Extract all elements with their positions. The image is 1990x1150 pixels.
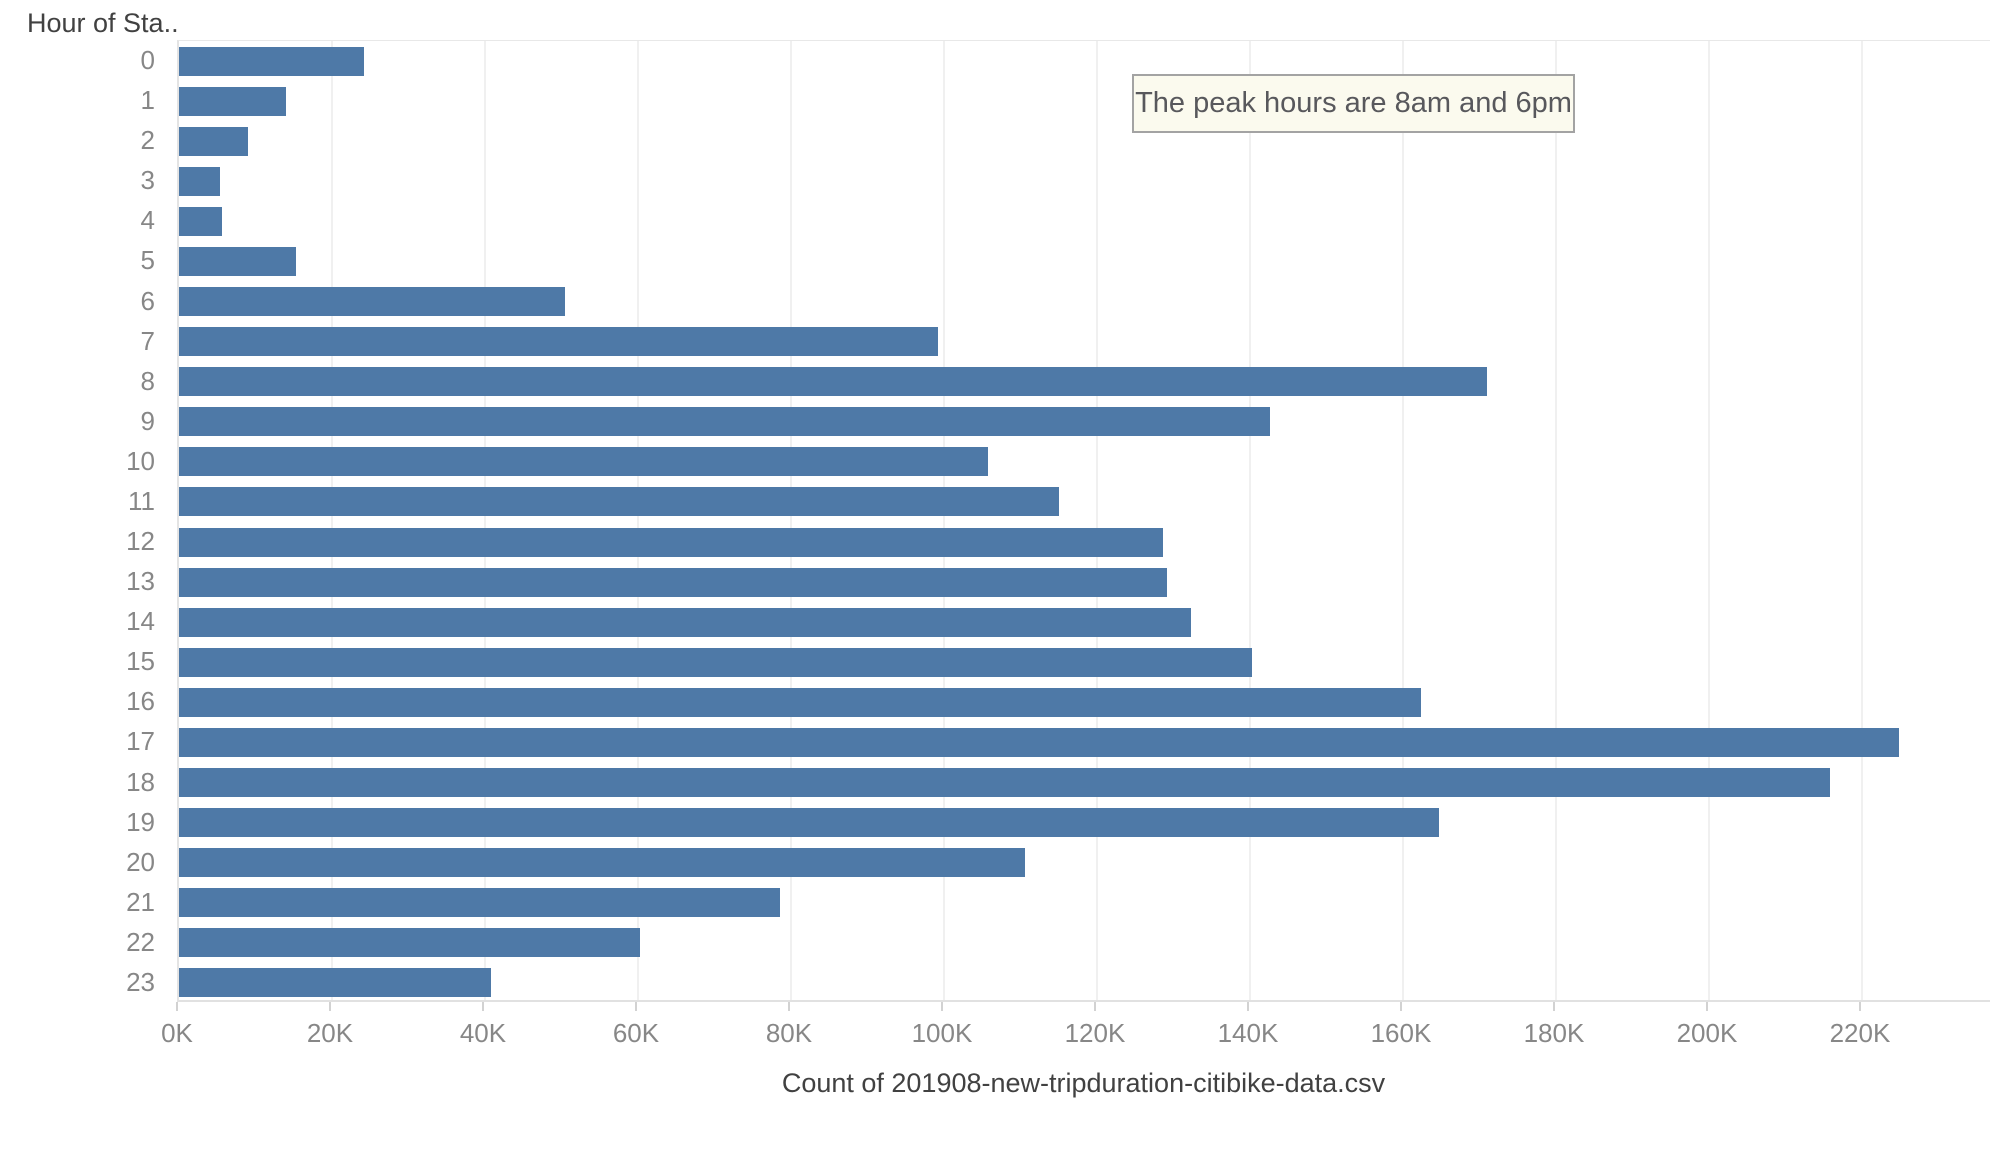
x-axis-tick-label: 120K <box>1064 1018 1126 1048</box>
y-axis-label-hour-14: 14 <box>126 606 155 637</box>
gridline <box>1401 41 1404 1000</box>
bar-hour-0[interactable] <box>179 46 365 76</box>
bar-hour-11[interactable] <box>179 487 1059 517</box>
x-axis-tick <box>1552 1002 1555 1011</box>
y-axis-label-hour-21: 21 <box>126 886 155 917</box>
y-axis-label-hour-16: 16 <box>126 686 155 717</box>
x-axis-ticks <box>176 1002 1990 1062</box>
y-axis-label-hour-15: 15 <box>126 646 155 677</box>
bar-hour-23[interactable] <box>179 968 492 998</box>
x-axis-tick <box>328 1002 331 1011</box>
bar-hour-8[interactable] <box>179 367 1488 397</box>
gridline <box>330 41 333 1000</box>
bar-hour-20[interactable] <box>179 848 1026 878</box>
bar-hour-10[interactable] <box>179 447 989 477</box>
x-axis-tick-label: 40K <box>459 1018 507 1048</box>
bar-hour-12[interactable] <box>179 527 1163 557</box>
y-axis-label-hour-23: 23 <box>126 966 155 997</box>
gridline <box>1860 41 1863 1000</box>
y-axis-label-hour-4: 4 <box>140 205 155 236</box>
x-axis-tick-label: 180K <box>1523 1018 1585 1048</box>
y-axis-label-hour-0: 0 <box>140 45 155 75</box>
y-axis-label-hour-7: 7 <box>140 325 155 356</box>
x-axis-tick <box>1093 1002 1096 1011</box>
bar-hour-13[interactable] <box>179 567 1168 597</box>
y-axis-label-hour-10: 10 <box>126 445 155 476</box>
plot-area <box>177 40 1990 1002</box>
gridline <box>483 41 486 1000</box>
x-axis-tick-label: 140K <box>1217 1018 1279 1048</box>
bar-hour-4[interactable] <box>179 206 222 236</box>
y-axis-field-title: Hour of Sta.. <box>27 8 179 38</box>
gridline <box>789 41 792 1000</box>
bar-hour-7[interactable] <box>179 327 938 357</box>
x-axis-tick-label: 80K <box>765 1018 813 1048</box>
y-axis-label-hour-20: 20 <box>126 846 155 877</box>
bar-hour-19[interactable] <box>179 808 1439 838</box>
y-axis-label-hour-19: 19 <box>126 806 155 837</box>
y-axis-label-hour-13: 13 <box>126 566 155 597</box>
bar-hour-2[interactable] <box>179 126 248 156</box>
x-axis-tick-label: 0K <box>161 1018 193 1048</box>
y-axis-label-hour-18: 18 <box>126 766 155 797</box>
bar-hour-15[interactable] <box>179 647 1253 677</box>
y-axis-label-hour-6: 6 <box>140 285 155 316</box>
y-axis-label-hour-17: 17 <box>126 726 155 757</box>
gridline <box>1554 41 1557 1000</box>
x-axis-tick-label: 20K <box>306 1018 354 1048</box>
x-axis-tick-label: 100K <box>911 1018 973 1048</box>
y-axis-label-hour-5: 5 <box>140 245 155 276</box>
bar-hour-22[interactable] <box>179 928 641 958</box>
gridline <box>942 41 945 1000</box>
bar-hour-21[interactable] <box>179 888 781 918</box>
y-axis-label-hour-9: 9 <box>140 405 155 436</box>
x-axis-tick <box>1246 1002 1249 1011</box>
bar-hour-9[interactable] <box>179 407 1270 437</box>
y-axis-label-hour-2: 2 <box>140 125 155 156</box>
x-axis-tick-label: 200K <box>1676 1018 1738 1048</box>
bar-hour-16[interactable] <box>179 687 1422 717</box>
gridline <box>636 41 639 1000</box>
bar-hour-17[interactable] <box>179 727 1899 757</box>
bar-hour-5[interactable] <box>179 246 297 276</box>
x-axis-tick <box>634 1002 637 1011</box>
x-axis-tick <box>1858 1002 1861 1011</box>
y-axis-label-hour-8: 8 <box>140 365 155 396</box>
x-axis-tick <box>1705 1002 1708 1011</box>
bar-hour-14[interactable] <box>179 607 1192 637</box>
gridline <box>1248 41 1251 1000</box>
bar-hour-6[interactable] <box>179 287 566 317</box>
y-axis-label-hour-3: 3 <box>140 165 155 196</box>
y-axis-label-hour-11: 11 <box>128 485 155 516</box>
gridline <box>1095 41 1098 1000</box>
bar-hour-3[interactable] <box>179 166 221 196</box>
x-axis-tick-label: 160K <box>1370 1018 1432 1048</box>
y-axis-label-hour-1: 1 <box>140 85 155 116</box>
x-axis-tick-label: 60K <box>612 1018 660 1048</box>
annotation-box[interactable]: The peak hours are 8am and 6pm <box>1132 74 1575 133</box>
bar-hour-18[interactable] <box>179 768 1830 798</box>
bar-hour-1[interactable] <box>179 86 287 116</box>
x-axis-tick-label: 220K <box>1829 1018 1891 1048</box>
x-axis-tick <box>1399 1002 1402 1011</box>
gridline <box>1707 41 1710 1000</box>
x-axis-title: Count of 201908-new-tripduration-citibik… <box>781 1068 1386 1098</box>
x-axis-tick-labels: 0K 20K 40K 60K 80K 100K 120K 140K 160K 180K 200K 22… <box>161 1002 1990 1062</box>
x-axis-tick <box>481 1002 484 1011</box>
x-axis-tick <box>787 1002 790 1011</box>
x-axis-tick <box>176 1002 178 1011</box>
x-axis-tick <box>940 1002 943 1011</box>
y-axis-label-hour-12: 12 <box>126 526 155 556</box>
y-axis-label-hour-22: 22 <box>126 926 155 957</box>
annotation-text: The peak hours are 8am and 6pm <box>1135 87 1572 119</box>
